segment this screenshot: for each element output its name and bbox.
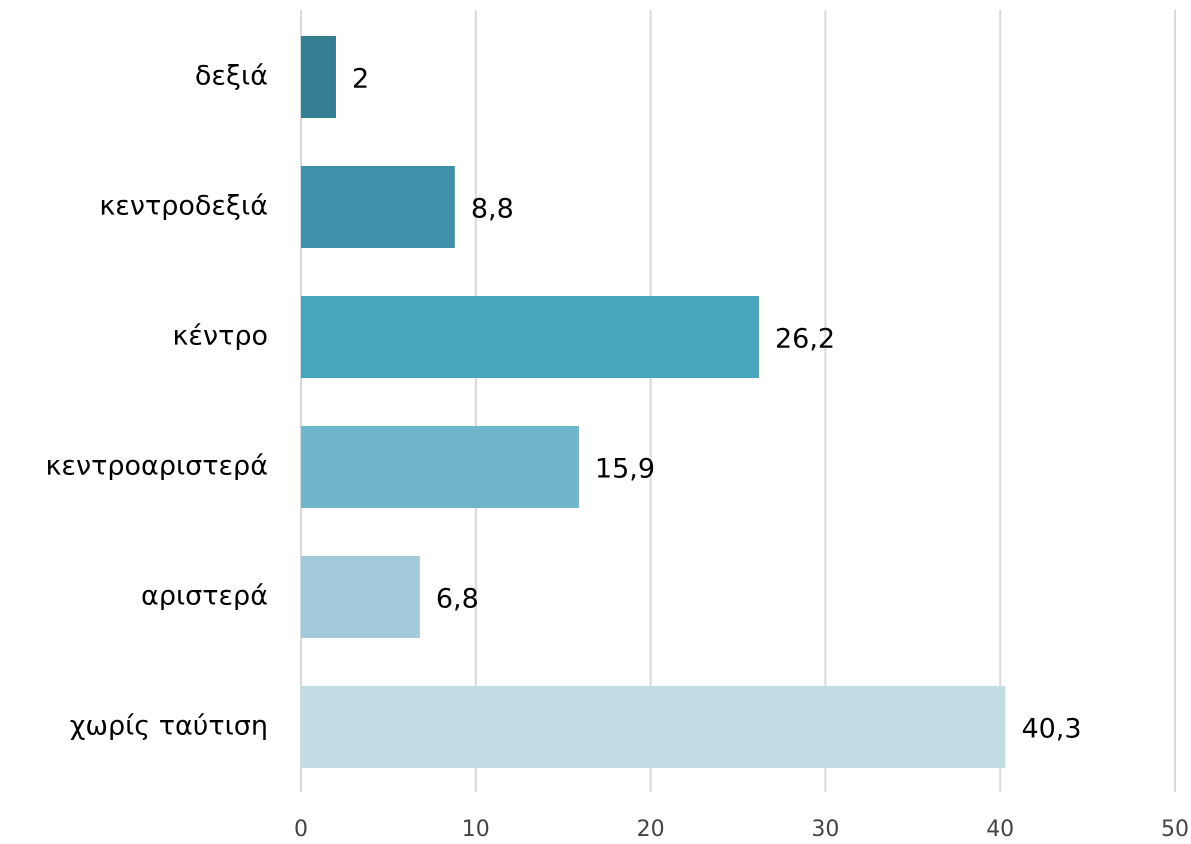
data-label: 26,2 [775, 324, 835, 355]
x-tick-label: 10 [462, 817, 490, 842]
data-label: 6,8 [436, 584, 479, 615]
bar [301, 296, 759, 378]
y-tick-label: κέντρο [172, 321, 268, 352]
bar [301, 686, 1006, 768]
x-tick-label: 30 [811, 817, 839, 842]
y-tick-label: αριστερά [141, 581, 268, 612]
bar [301, 166, 455, 248]
x-tick-label: 50 [1161, 817, 1189, 842]
y-tick-label: χωρίς ταύτιση [70, 711, 268, 742]
x-tick-label: 40 [986, 817, 1014, 842]
data-label: 8,8 [471, 194, 514, 225]
x-tick-label: 20 [637, 817, 665, 842]
bar [301, 556, 420, 638]
y-tick-label: κεντροαριστερά [46, 451, 268, 482]
y-tick-label: κεντροδεξιά [99, 191, 268, 222]
data-label: 40,3 [1021, 714, 1081, 745]
y-tick-label: δεξιά [195, 61, 268, 92]
data-label: 2 [352, 64, 369, 95]
data-label: 15,9 [595, 454, 655, 485]
bar [301, 426, 579, 508]
bar [301, 36, 336, 118]
x-tick-label: 0 [294, 817, 308, 842]
